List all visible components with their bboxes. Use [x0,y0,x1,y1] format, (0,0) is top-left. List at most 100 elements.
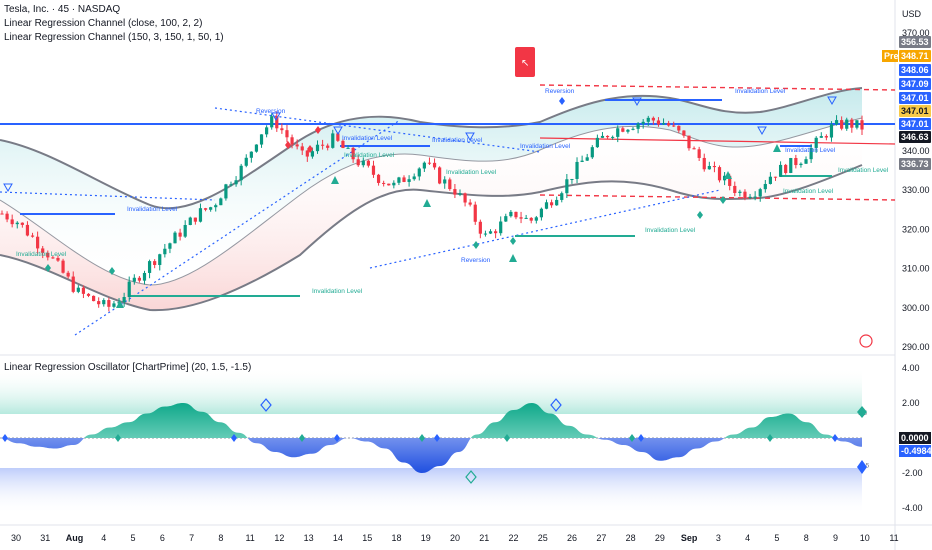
candle-body [753,196,757,198]
candle-body [193,217,197,222]
candle-body [814,137,818,148]
osc-trough-diamond [465,470,477,484]
time-tick-label: 29 [655,533,665,543]
candle-body [107,300,111,307]
diamond-icon [307,145,313,153]
candle-body [768,176,773,184]
candle-body [519,217,523,219]
candle-body [687,135,691,149]
candle-body [799,163,803,166]
candle-body [173,232,177,244]
time-tick-label: 3 [716,533,721,543]
candle-body [824,136,828,138]
diamond-icon [45,264,51,272]
candle-body [590,147,594,158]
candle-body [412,176,416,180]
candle-body [427,162,432,164]
time-tick-label: 12 [274,533,284,543]
candle-body [692,148,696,150]
symbol-header[interactable]: Tesla, Inc. · 45 · NASDAQ [4,4,121,15]
time-tick-label: 21 [479,533,489,543]
candle-body [361,160,365,166]
invalidation-label: Invalidation Level [735,88,786,95]
diamond-icon [473,241,479,249]
candle-body [315,144,320,152]
candle-body [829,124,834,138]
candle-body [112,303,116,307]
candle-body [295,144,299,147]
candle-body [137,277,141,281]
invalidation-label: Invalidation Level [432,137,483,144]
candle-body [254,144,259,152]
candle-body [331,133,335,148]
up-triangle-icon [331,176,339,184]
candle-body [575,161,579,179]
price-tag-box [899,64,931,76]
invalidation-label: Invalidation Level [312,288,363,295]
candle-body [61,260,65,273]
price-tag-label: 347.01 [901,93,929,103]
price-tag-box [899,118,931,130]
regression-upper-fill [0,88,862,285]
candle-body [392,182,396,186]
oscillator-title[interactable]: Linear Regression Oscillator [ChartPrime… [4,362,252,373]
candle-body [784,164,788,173]
time-tick-label: 26 [567,533,577,543]
reversion-label: Reversion [461,257,491,264]
candle-body [366,160,370,166]
candle-body [127,281,131,298]
price-tag-label: 347.09 [901,79,929,89]
candle-body [265,127,269,135]
candle-body [30,235,35,237]
time-tick-label: 15 [362,533,372,543]
osc-signal-diamond [857,406,867,418]
down-triangle-icon [757,126,767,136]
candle-body [422,162,426,169]
osc-positive-area [0,403,862,438]
price-tag-box [899,50,931,62]
candle-body [397,177,401,183]
candle-body [585,157,589,161]
time-tick-label: 22 [509,533,519,543]
price-tag-label: 347.01 [901,106,929,116]
diamond-icon [697,211,703,219]
candle-body [728,175,732,186]
candle-body [239,165,243,181]
candle-body [672,125,676,127]
candle-body [310,151,315,157]
candle-body [641,121,645,124]
refresh-logo-icon[interactable] [859,334,873,348]
candle-body [555,199,559,206]
red-regression-line [539,137,896,145]
osc-value-box [899,432,931,444]
reversion-label: Reversion [256,108,286,115]
osc-value-box [899,445,931,457]
alert-cursor-icon[interactable]: ↖ [521,58,529,69]
candle-body [778,164,783,177]
osc-zero-diamond [115,434,121,442]
candle-body [738,191,742,193]
time-axis: 30 31 Aug 4 5 6 7 8 11 12 13 14 15 18 19 20 21 22 25 26 27 28… [11,533,899,543]
osc-zero-diamond [334,434,340,442]
time-tick-label: 11 [245,533,254,543]
candle-body [132,277,136,282]
candle-body [183,225,187,237]
up-triangle-icon [724,171,732,179]
indicator-2-label[interactable]: Linear Regression Channel (150, 3, 150, … [4,32,224,43]
indicator-1-label[interactable]: Linear Regression Channel (close, 100, 2… [4,18,203,29]
currency-label[interactable]: USD [902,9,922,19]
invalidation-label: Invalidation Level [342,135,393,142]
osc-zero-diamond [231,434,237,442]
osc-lower-zone [0,468,862,514]
down-triangle-icon [632,97,642,107]
candle-body [356,159,360,166]
diamond-icon [315,126,321,134]
price-tick-label: 310.00 [902,264,930,274]
candlestick-series [0,111,864,312]
osc-zero-diamond [767,434,773,442]
invalidation-label: Invalidation Level [127,206,178,213]
osc-negative-area [0,438,862,473]
time-tick-label: 30 [11,533,21,543]
candle-body [667,123,671,126]
